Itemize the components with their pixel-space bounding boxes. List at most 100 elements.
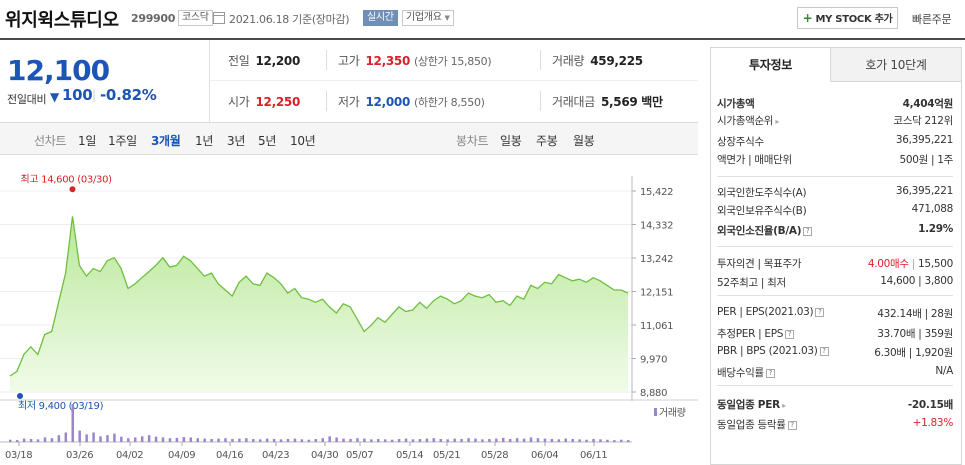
chevron-right-icon[interactable]: ▸	[779, 401, 786, 410]
x-tick-label: 04/09	[168, 450, 195, 461]
high-point-label: 최고 14,600 (03/30)	[20, 173, 112, 185]
current-price-block: 12,100 전일대비 ▼ 100 | -0.82%	[0, 40, 210, 122]
divider	[540, 91, 541, 111]
volume-bar	[196, 438, 199, 442]
y-tick-label: 11,061	[640, 321, 673, 332]
price-chart[interactable]: 15,422 14,332 13,242 12,151 11,061 9,970 8,880…	[0, 156, 698, 465]
help-icon[interactable]: ?	[787, 420, 797, 430]
info-label-text: PER | EPS(2021.03)	[717, 306, 814, 318]
info-value-text: 500원 | 1주	[899, 154, 953, 166]
volume-bar	[627, 440, 630, 442]
x-tick-label: 06/11	[580, 450, 607, 461]
chevron-right-icon[interactable]: ▸	[773, 117, 780, 126]
add-my-stock-button[interactable]: + MY STOCK 추가	[797, 7, 898, 29]
info-label-text: PBR | BPS (2021.03)	[717, 345, 818, 357]
tab-order-book[interactable]: 호가 10단계	[831, 48, 961, 82]
quick-order-link[interactable]: 빠른주문	[912, 13, 952, 26]
info-row: 외국인보유주식수(B) 471,088	[717, 201, 953, 218]
help-icon[interactable]: ?	[815, 307, 825, 317]
prev-close-cell: 전일 12,200	[228, 52, 300, 69]
stock-name: 위지윅스튜디오	[5, 10, 119, 31]
period-5y[interactable]: 5년	[258, 134, 277, 148]
info-value: 4.00매수 | 15,500	[868, 256, 953, 271]
info-label-text: 외국인한도주식수(A)	[717, 187, 807, 199]
low-value: 12,000	[365, 95, 410, 109]
info-label: 액면가 | 매매단위	[717, 152, 792, 167]
info-label: 추정PER | EPS?	[717, 326, 795, 341]
help-icon[interactable]: ?	[803, 226, 813, 236]
section-divider	[717, 295, 953, 296]
info-label: PER | EPS(2021.03)?	[717, 306, 825, 318]
volume-bar	[92, 432, 95, 442]
info-value: N/A	[935, 365, 953, 377]
info-value: 36,395,221	[896, 134, 953, 146]
volume-bar	[64, 432, 68, 442]
x-tick-label: 04/23	[262, 450, 289, 461]
volume-bar	[231, 438, 234, 442]
volume-bar	[356, 438, 359, 442]
period-1w[interactable]: 1주일	[108, 134, 137, 148]
info-label: 동일업종 PER ▸	[717, 397, 786, 412]
section-divider	[717, 246, 953, 247]
info-label-text: 상장주식수	[717, 136, 764, 148]
info-row: 외국인한도주식수(A) 36,395,221	[717, 183, 953, 200]
volume-bar	[335, 437, 338, 442]
market-badge: 코스닥	[178, 10, 213, 26]
help-icon[interactable]: ?	[765, 368, 775, 378]
x-tick-label: 03/26	[66, 450, 93, 461]
info-label: 52주최고 | 최저	[717, 275, 786, 290]
info-row: PER | EPS(2021.03)? 432.14배 | 28원	[717, 304, 953, 321]
change-amount: 100	[62, 86, 93, 104]
price-area	[10, 216, 628, 392]
volume-label: 거래량	[552, 54, 585, 68]
info-value-text: 471,088	[911, 203, 954, 215]
volume-bar	[120, 436, 123, 442]
period-3m[interactable]: 3개월	[151, 134, 181, 148]
divider	[540, 50, 541, 70]
high-cell: 고가 12,350 (상한가 15,850)	[338, 52, 492, 69]
y-tick-label: 9,970	[640, 355, 667, 366]
volume-bar	[363, 438, 366, 442]
period-1d[interactable]: 1일	[78, 134, 97, 148]
volume-bar	[272, 438, 276, 442]
volume-bar	[404, 438, 408, 442]
info-label-text: 시가총액순위	[717, 115, 774, 127]
info-value-text: 1.29%	[918, 223, 953, 235]
company-info-dropdown[interactable]: 기업개요 ▼	[402, 10, 454, 26]
info-label-text: 외국인소진율(B/A)	[717, 225, 802, 237]
volume-bar	[71, 404, 74, 442]
volume-bar	[481, 439, 484, 442]
period-3y[interactable]: 3년	[227, 134, 246, 148]
low-point-marker	[17, 393, 23, 400]
realtime-button[interactable]: 실시간	[363, 10, 398, 26]
y-tick-label: 12,151	[640, 288, 673, 299]
period-10y[interactable]: 10년	[290, 134, 316, 148]
volume-bar	[474, 438, 477, 442]
volume-bar	[258, 439, 262, 442]
help-icon[interactable]: ?	[819, 346, 829, 356]
candle-monthly[interactable]: 월봉	[573, 134, 595, 148]
period-1y[interactable]: 1년	[195, 134, 214, 148]
volume-bar	[154, 436, 158, 442]
candle-weekly[interactable]: 주봉	[536, 134, 558, 148]
info-value: -20.15배	[908, 397, 953, 412]
volume-legend-label: 거래량	[659, 407, 686, 419]
info-value-text: 6.30배 | 1,920원	[874, 347, 953, 359]
volume-bar	[238, 438, 241, 442]
tab-investment-info[interactable]: 투자정보	[711, 48, 831, 82]
info-value-text: 36,395,221	[895, 134, 953, 146]
summary-row: 전일 12,200 고가 12,350 (상한가 15,850) 거래량 459,225	[210, 40, 698, 81]
info-row: 동일업종 등락률? +1.83%	[717, 415, 953, 432]
volume-bar	[265, 438, 269, 442]
volume-bar	[515, 438, 519, 442]
plus-icon: +	[802, 11, 813, 25]
target-price-value: 15,500	[918, 258, 953, 270]
volume-bar	[377, 438, 380, 442]
x-tick-label: 05/14	[396, 450, 423, 461]
info-value-text: 33.70배 | 359원	[877, 328, 953, 340]
info-value: 500원 | 1주	[899, 152, 953, 167]
help-icon[interactable]: ?	[785, 329, 795, 339]
candle-daily[interactable]: 일봉	[500, 134, 522, 148]
volume-bar	[175, 437, 179, 442]
open-value: 12,250	[255, 95, 300, 109]
